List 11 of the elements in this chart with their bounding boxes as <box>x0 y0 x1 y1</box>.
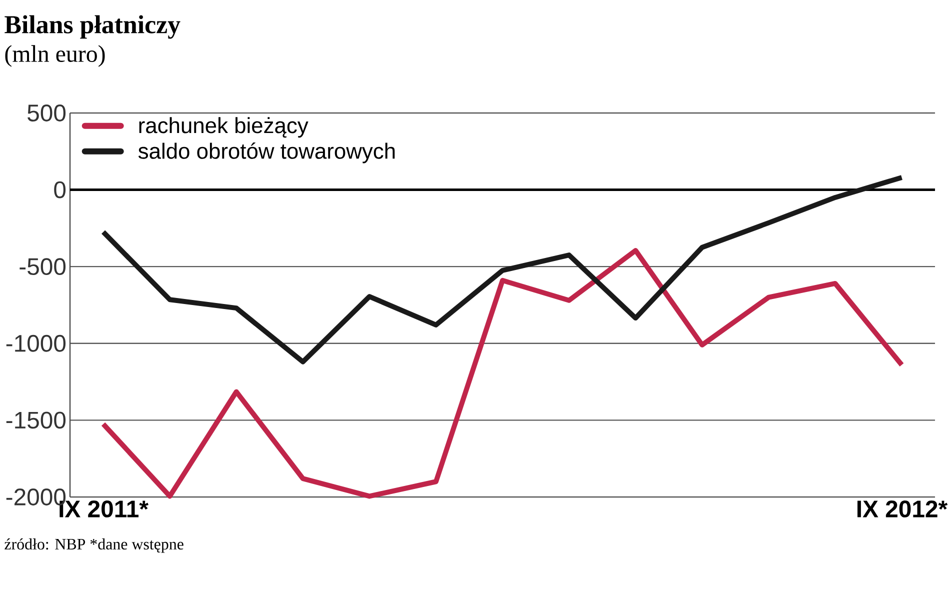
x-tick-label: IX 2012* <box>857 500 948 518</box>
chart-title: Bilans płatniczy <box>4 15 180 39</box>
legend-label: rachunek bieżący <box>139 117 308 138</box>
y-tick-label: 500 <box>28 104 66 122</box>
chart-subtitle: (mln euro) <box>5 45 105 67</box>
y-tick-label: -1500 <box>6 412 66 429</box>
y-tick-label: -1000 <box>6 334 66 352</box>
text: źródło: NBP *dane wstępne <box>4 538 184 553</box>
legend-label: saldo obrotów towarowych <box>138 142 395 164</box>
y-tick-label: -500 <box>20 258 66 276</box>
y-tick-label: 0 <box>54 181 66 198</box>
